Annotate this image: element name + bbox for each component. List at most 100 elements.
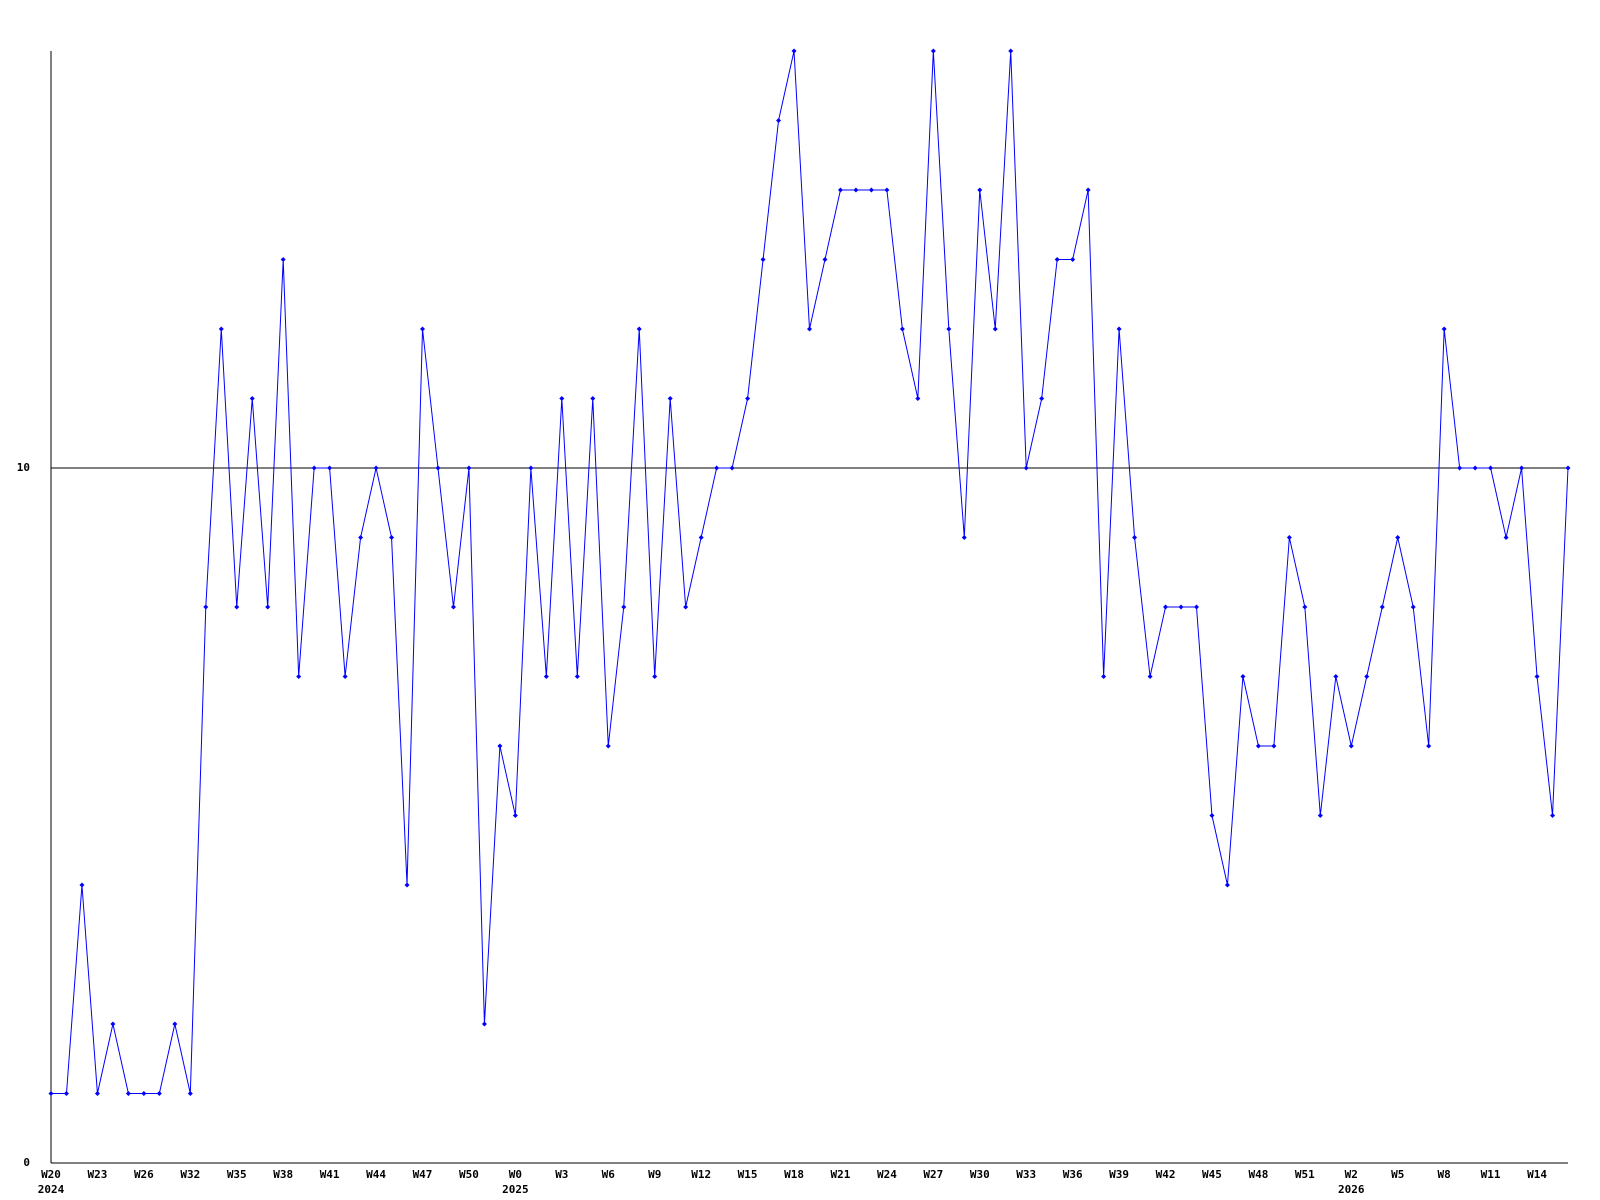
- x-tick-label: W42: [1156, 1168, 1176, 1181]
- data-point: [141, 1091, 147, 1096]
- data-point: [1472, 465, 1478, 471]
- x-tick-label: W9: [648, 1168, 661, 1181]
- data-point: [1410, 604, 1416, 610]
- data-point: [48, 1091, 54, 1096]
- data-point: [528, 465, 534, 471]
- data-point: [1457, 465, 1463, 471]
- data-point: [1503, 535, 1509, 540]
- data-point: [1070, 257, 1076, 262]
- data-point: [203, 604, 209, 610]
- data-point: [234, 604, 240, 610]
- data-point: [1488, 465, 1494, 471]
- x-tick-label: W24: [877, 1168, 897, 1181]
- data-point: [1379, 604, 1385, 610]
- data-point: [373, 465, 379, 471]
- data-point: [837, 187, 843, 193]
- data-point: [1116, 326, 1122, 332]
- data-point: [1209, 813, 1215, 818]
- data-point: [1147, 674, 1153, 679]
- data-point: [79, 882, 85, 888]
- data-point: [667, 396, 673, 401]
- x-tick-label: W32: [180, 1168, 200, 1181]
- data-point: [729, 465, 735, 471]
- data-point: [1193, 604, 1199, 610]
- data-point: [1039, 396, 1045, 401]
- data-point: [1132, 535, 1138, 540]
- data-point: [311, 465, 317, 471]
- data-point: [1395, 535, 1401, 540]
- data-point: [1441, 326, 1447, 332]
- data-point: [1519, 465, 1525, 471]
- x-tick-label: W44: [366, 1168, 386, 1181]
- x-tick-label: W12: [691, 1168, 711, 1181]
- data-point: [714, 465, 720, 471]
- x-tick-label: W48: [1248, 1168, 1268, 1181]
- data-point: [636, 326, 642, 332]
- data-point: [760, 257, 766, 262]
- data-point: [992, 326, 998, 332]
- data-point: [1178, 604, 1184, 610]
- x-tick-label: W0: [509, 1168, 522, 1181]
- data-point: [822, 257, 828, 262]
- data-point: [1255, 743, 1261, 749]
- data-point: [977, 187, 983, 193]
- data-point: [187, 1091, 193, 1096]
- x-tick-label: W2: [1345, 1168, 1358, 1181]
- data-point: [389, 535, 395, 540]
- data-point: [420, 326, 426, 332]
- data-point: [512, 813, 518, 818]
- x-tick-label: W14: [1527, 1168, 1547, 1181]
- x-year-label: 2025: [502, 1183, 529, 1196]
- data-point: [358, 535, 364, 540]
- data-point: [590, 396, 596, 401]
- data-point: [915, 396, 921, 401]
- x-tick-label: W47: [413, 1168, 433, 1181]
- x-year-label: 2026: [1338, 1183, 1365, 1196]
- data-point: [652, 674, 658, 679]
- x-tick-label: W23: [88, 1168, 108, 1181]
- x-tick-label: W51: [1295, 1168, 1315, 1181]
- x-tick-label: W35: [227, 1168, 247, 1181]
- data-point: [1240, 674, 1246, 679]
- data-point: [1426, 743, 1432, 749]
- data-point: [172, 1021, 178, 1027]
- data-point: [1534, 674, 1540, 679]
- data-point: [791, 48, 797, 54]
- data-point: [884, 187, 890, 193]
- x-tick-label: W38: [273, 1168, 293, 1181]
- data-point: [435, 465, 441, 471]
- x-tick-label: W3: [555, 1168, 568, 1181]
- data-point: [497, 743, 503, 749]
- data-point: [776, 118, 782, 123]
- x-tick-label: W5: [1391, 1168, 1404, 1181]
- data-point: [156, 1091, 162, 1096]
- data-point: [1008, 48, 1014, 54]
- data-point: [1348, 743, 1354, 749]
- data-point: [327, 465, 333, 471]
- data-point: [94, 1091, 100, 1096]
- data-point: [1317, 813, 1323, 818]
- x-tick-label: W6: [602, 1168, 616, 1181]
- x-tick-label: W27: [923, 1168, 943, 1181]
- data-point: [605, 743, 611, 749]
- data-point: [543, 674, 549, 679]
- data-point: [1550, 813, 1556, 818]
- x-tick-label: W39: [1109, 1168, 1129, 1181]
- data-point: [481, 1021, 487, 1027]
- data-point: [218, 326, 224, 332]
- data-point: [1163, 604, 1169, 610]
- x-tick-label: W15: [738, 1168, 758, 1181]
- x-tick-label: W36: [1063, 1168, 1083, 1181]
- data-point: [868, 187, 874, 193]
- x-year-label: 2024: [38, 1183, 65, 1196]
- data-point: [1286, 535, 1292, 540]
- data-point: [574, 674, 580, 679]
- x-tick-label: W30: [970, 1168, 990, 1181]
- data-point: [930, 48, 936, 54]
- data-point: [63, 1091, 69, 1096]
- data-point: [1054, 257, 1060, 262]
- data-point: [249, 396, 255, 401]
- data-point: [961, 535, 967, 540]
- x-tick-label: W18: [784, 1168, 804, 1181]
